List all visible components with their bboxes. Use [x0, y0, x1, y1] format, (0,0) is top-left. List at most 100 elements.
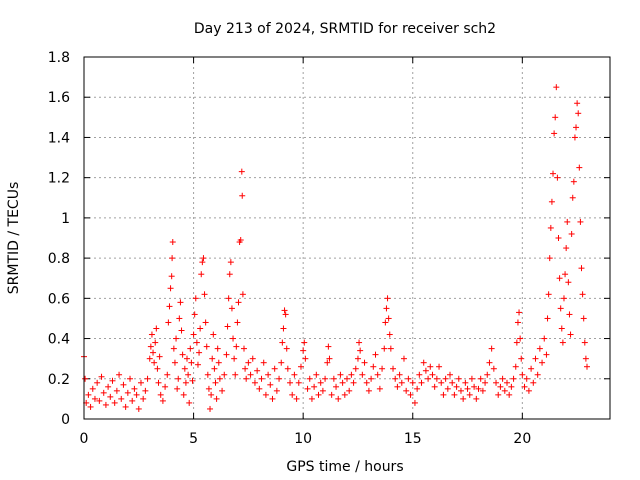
- data-point: [224, 323, 231, 330]
- data-point: [197, 325, 204, 332]
- data-point: [239, 192, 246, 199]
- data-point: [227, 259, 234, 266]
- data-point: [392, 375, 399, 382]
- data-point: [186, 399, 193, 406]
- data-point: [245, 359, 252, 366]
- y-axis-title: SRMTID / TECUs: [6, 182, 22, 295]
- data-point: [200, 255, 207, 262]
- data-point: [370, 363, 377, 370]
- data-point: [451, 391, 458, 398]
- data-point: [198, 271, 205, 278]
- data-point: [484, 371, 491, 378]
- data-point: [276, 375, 283, 382]
- data-point: [400, 355, 407, 362]
- data-point: [578, 265, 585, 272]
- data-point: [120, 381, 127, 388]
- data-point: [189, 377, 196, 384]
- data-point: [193, 339, 200, 346]
- data-point: [422, 367, 429, 374]
- data-point: [301, 339, 308, 346]
- data-point: [574, 100, 581, 107]
- data-point: [262, 391, 269, 398]
- data-point: [89, 385, 96, 392]
- data-point: [281, 307, 288, 314]
- data-point: [447, 371, 454, 378]
- data-point: [142, 387, 149, 394]
- data-point: [109, 377, 116, 384]
- chart-title: Day 213 of 2024, SRMTID for receiver sch…: [194, 21, 496, 37]
- data-point: [368, 375, 375, 382]
- x-tick-label: 5: [189, 431, 198, 447]
- data-point: [576, 164, 583, 171]
- data-point: [118, 395, 125, 402]
- data-point: [518, 355, 525, 362]
- data-point: [328, 391, 335, 398]
- data-point: [295, 379, 302, 386]
- data-point: [181, 365, 188, 372]
- data-point: [356, 339, 363, 346]
- data-point: [339, 379, 346, 386]
- data-point: [234, 319, 241, 326]
- y-tick-label: 0.6: [48, 291, 70, 307]
- data-point: [352, 365, 359, 372]
- data-point: [214, 345, 221, 352]
- data-point: [548, 198, 555, 205]
- data-point: [207, 405, 214, 412]
- data-point: [403, 387, 410, 394]
- data-point: [216, 375, 223, 382]
- data-point: [279, 339, 286, 346]
- data-point: [176, 315, 183, 322]
- data-point: [239, 291, 246, 298]
- y-tick-label: 1.6: [48, 90, 70, 106]
- data-point: [325, 343, 332, 350]
- data-point: [235, 299, 242, 306]
- data-point: [267, 381, 274, 388]
- data-point: [431, 383, 438, 390]
- data-point: [411, 399, 418, 406]
- data-point: [324, 359, 331, 366]
- data-point: [291, 371, 298, 378]
- data-point: [440, 391, 447, 398]
- data-point: [164, 371, 171, 378]
- data-point: [530, 379, 537, 386]
- data-point: [383, 305, 390, 312]
- data-point: [436, 363, 443, 370]
- data-point: [211, 365, 218, 372]
- data-point: [581, 339, 588, 346]
- data-point: [545, 291, 552, 298]
- data-point: [560, 295, 567, 302]
- data-point: [313, 371, 320, 378]
- y-tick-label: 1: [61, 211, 70, 227]
- data-point: [152, 339, 159, 346]
- data-point: [100, 389, 107, 396]
- data-point: [460, 395, 467, 402]
- data-point: [398, 379, 405, 386]
- data-point: [271, 365, 278, 372]
- data-point: [175, 375, 182, 382]
- data-point: [471, 383, 478, 390]
- data-point: [87, 403, 94, 410]
- data-point: [582, 355, 589, 362]
- data-point: [168, 273, 175, 280]
- data-point: [91, 395, 98, 402]
- data-point: [547, 224, 554, 231]
- data-point: [479, 387, 486, 394]
- data-point: [192, 295, 199, 302]
- data-point: [194, 361, 201, 368]
- data-point: [563, 245, 570, 252]
- data-point: [233, 343, 240, 350]
- data-point: [330, 375, 337, 382]
- data-point: [407, 391, 414, 398]
- data-point: [508, 383, 515, 390]
- data-point: [251, 379, 258, 386]
- data-point: [265, 371, 272, 378]
- data-point: [573, 124, 580, 131]
- data-point: [376, 385, 383, 392]
- data-point: [379, 365, 386, 372]
- data-point: [455, 375, 462, 382]
- data-point: [416, 371, 423, 378]
- data-point: [326, 355, 333, 362]
- data-point: [536, 345, 543, 352]
- data-point: [425, 375, 432, 382]
- data-point: [153, 325, 160, 332]
